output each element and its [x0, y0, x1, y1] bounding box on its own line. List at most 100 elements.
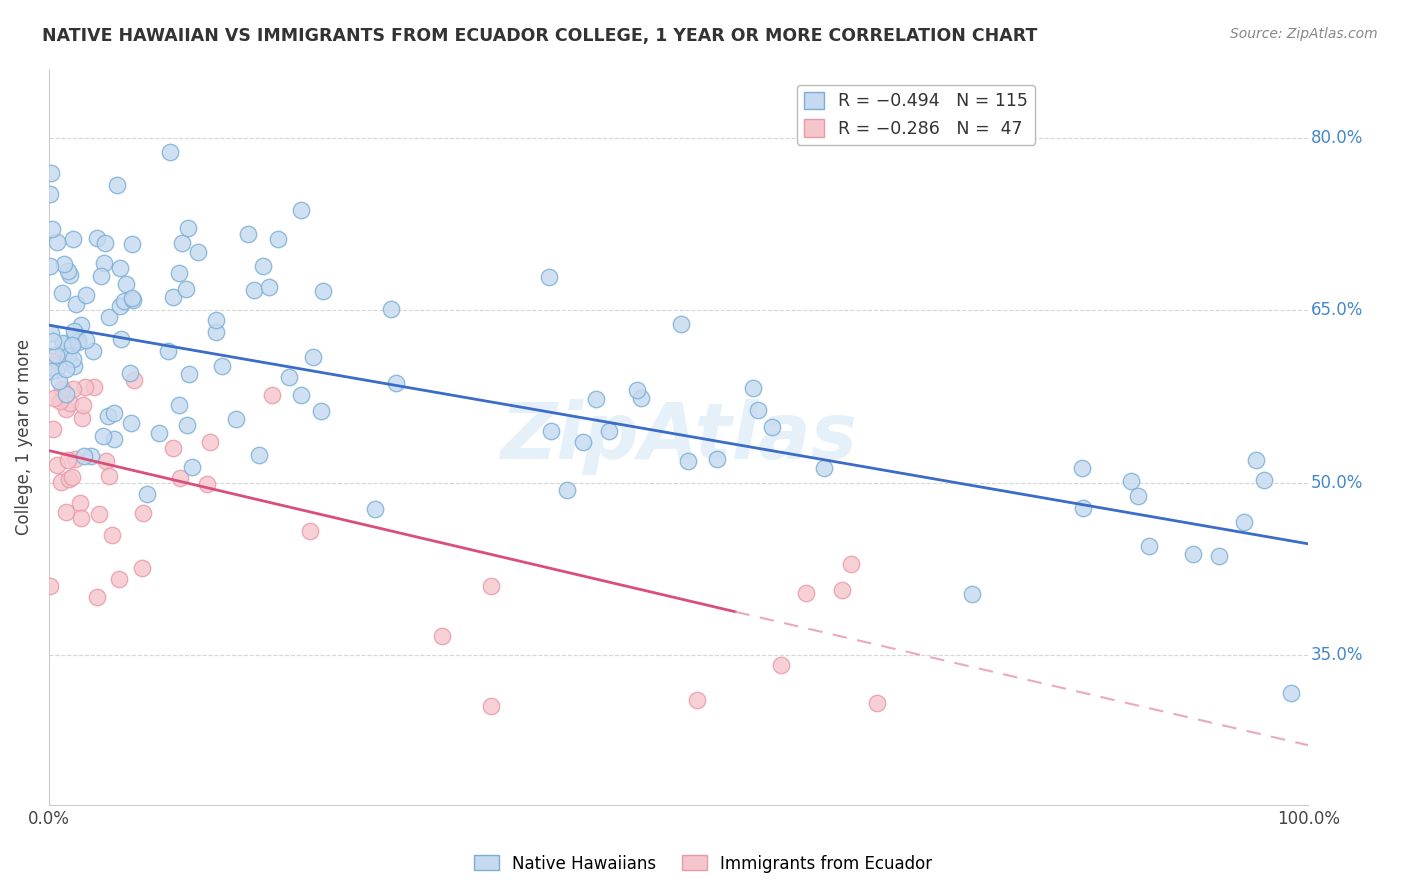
Point: [120, 416, 142, 430]
Point: [58, 472, 80, 486]
Point: [1244, 452, 1267, 467]
Point: [761, 420, 783, 434]
Point: [39, 186, 62, 201]
Point: [97, 409, 120, 423]
Point: [98, 468, 121, 483]
Point: [1128, 489, 1150, 503]
Point: [312, 284, 335, 298]
Point: [105, 178, 128, 193]
Point: [302, 351, 325, 365]
Point: [121, 291, 143, 305]
Point: [1137, 539, 1160, 553]
Point: [747, 402, 769, 417]
Point: [136, 487, 159, 501]
Point: [131, 561, 153, 575]
Point: [39, 354, 62, 368]
Point: [55, 505, 77, 519]
Point: [63, 328, 86, 343]
Point: [198, 434, 221, 449]
Point: [75, 333, 97, 347]
Point: [60, 338, 83, 352]
Point: [55, 362, 77, 376]
Point: [51, 345, 73, 359]
Point: [167, 398, 190, 412]
Point: [82, 344, 104, 359]
Point: [205, 326, 228, 340]
Point: [93, 255, 115, 269]
Point: [177, 368, 200, 382]
Point: [290, 388, 312, 402]
Point: [100, 528, 122, 542]
Point: [107, 572, 129, 586]
Point: [162, 442, 184, 456]
Point: [103, 406, 125, 420]
Point: [115, 277, 138, 292]
Point: [1071, 500, 1094, 515]
Point: [86, 231, 108, 245]
Point: [121, 237, 143, 252]
Point: [706, 452, 728, 467]
Point: [1253, 473, 1275, 487]
Point: [42, 334, 65, 348]
Point: [1071, 460, 1094, 475]
Point: [110, 332, 132, 346]
Text: NATIVE HAWAIIAN VS IMMIGRANTS FROM ECUADOR COLLEGE, 1 YEAR OR MORE CORRELATION C: NATIVE HAWAIIAN VS IMMIGRANTS FROM ECUAD…: [42, 27, 1038, 45]
Point: [97, 310, 120, 324]
Point: [41, 363, 63, 377]
Point: [48, 374, 70, 388]
Point: [75, 380, 97, 394]
Point: [55, 402, 77, 417]
Point: [839, 557, 862, 571]
Point: [540, 425, 562, 439]
Point: [866, 696, 889, 710]
Point: [813, 460, 835, 475]
Point: [205, 313, 228, 327]
Point: [65, 297, 87, 311]
Point: [66, 334, 89, 349]
Point: [1208, 549, 1230, 564]
Point: [1233, 515, 1256, 529]
Point: [380, 302, 402, 317]
Point: [72, 398, 94, 412]
Point: [73, 449, 96, 463]
Point: [122, 373, 145, 387]
Point: [385, 376, 408, 390]
Point: [63, 359, 86, 373]
Point: [90, 269, 112, 284]
Point: [430, 629, 453, 643]
Point: [121, 293, 143, 307]
Point: [174, 282, 197, 296]
Point: [278, 369, 301, 384]
Point: [52, 257, 75, 271]
Point: [75, 288, 97, 302]
Point: [177, 220, 200, 235]
Text: 50.0%: 50.0%: [1310, 474, 1362, 491]
Point: [93, 235, 115, 250]
Point: [290, 203, 312, 218]
Point: [51, 285, 73, 300]
Point: [176, 417, 198, 432]
Point: [555, 483, 578, 497]
Y-axis label: College, 1 year or more: College, 1 year or more: [15, 339, 32, 535]
Point: [630, 391, 652, 405]
Point: [112, 293, 135, 308]
Point: [120, 366, 142, 380]
Point: [481, 579, 503, 593]
Point: [585, 392, 607, 406]
Point: [794, 586, 817, 600]
Point: [169, 470, 191, 484]
Point: [60, 470, 83, 484]
Point: [66, 333, 89, 347]
Point: [72, 410, 94, 425]
Point: [46, 458, 69, 472]
Point: [247, 448, 270, 462]
Point: [770, 658, 793, 673]
Point: [108, 261, 131, 276]
Point: [94, 454, 117, 468]
Point: [1182, 547, 1205, 561]
Point: [49, 475, 72, 489]
Point: [56, 264, 79, 278]
Point: [49, 394, 72, 409]
Text: Source: ZipAtlas.com: Source: ZipAtlas.com: [1230, 27, 1378, 41]
Point: [960, 587, 983, 601]
